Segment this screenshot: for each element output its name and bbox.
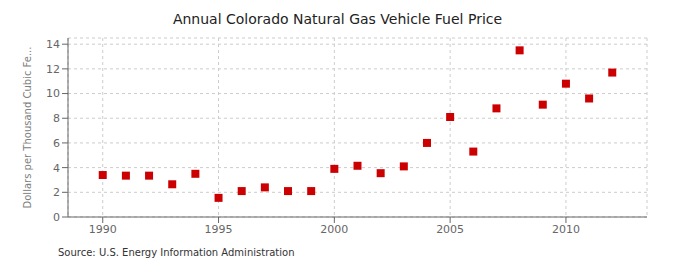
html-text:Annual Colorado Natural Gas Ve: Annual Colorado Natural Gas Vehicle Fuel…: [172, 11, 503, 27]
svg-text:2: 2: [53, 186, 60, 199]
svg-text:1995: 1995: [205, 223, 233, 236]
svg-text:4: 4: [53, 162, 60, 175]
svg-text:2010: 2010: [552, 223, 580, 236]
svg-text:10: 10: [46, 87, 60, 100]
svg-text:12: 12: [46, 63, 60, 76]
svg-text:8: 8: [53, 112, 60, 125]
svg-text:0: 0: [53, 211, 60, 224]
svg-text:6: 6: [53, 137, 60, 150]
svg-text:1990: 1990: [89, 223, 117, 236]
svg-text:2005: 2005: [436, 223, 464, 236]
svg-text:2000: 2000: [320, 223, 348, 236]
svg-text:Dollars per Thousand Cubic Fe.: Dollars per Thousand Cubic Fe...: [22, 47, 33, 209]
html-text:Source: U.S. Energy Informatio: Source: U.S. Energy Information Administ…: [58, 247, 295, 258]
svg-text:14: 14: [46, 38, 60, 51]
